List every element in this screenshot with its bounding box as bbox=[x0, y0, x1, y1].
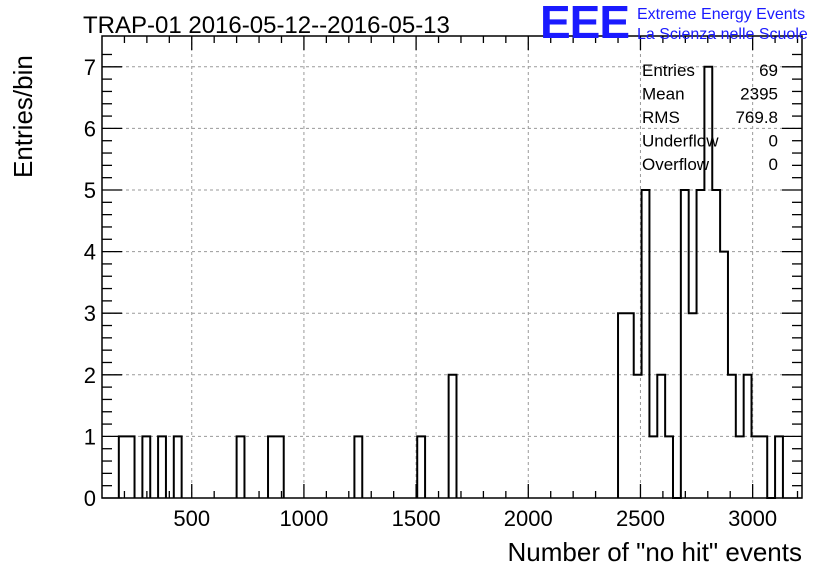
stats-label: RMS bbox=[642, 108, 680, 127]
x-tick-label: 2000 bbox=[504, 506, 553, 531]
histogram-bin bbox=[712, 190, 720, 498]
histogram-bin bbox=[237, 436, 245, 498]
histogram-bin bbox=[689, 313, 697, 498]
histogram-bin bbox=[728, 375, 736, 498]
y-tick-label: 4 bbox=[84, 240, 96, 265]
histogram-bin bbox=[759, 436, 767, 498]
stats-value: 0 bbox=[769, 155, 778, 174]
y-tick-label: 5 bbox=[84, 178, 96, 203]
y-tick-label: 0 bbox=[84, 486, 96, 511]
stats-label: Entries bbox=[642, 61, 695, 80]
histogram-outline bbox=[117, 65, 784, 499]
stats-value: 69 bbox=[759, 61, 778, 80]
histogram-bin bbox=[720, 252, 728, 498]
stats-value: 2395 bbox=[740, 85, 778, 104]
stats-box: Entries 69 Mean 2395 RMS 769.8 Underflow 0 Overf… bbox=[642, 61, 778, 174]
stats-label: Overflow bbox=[642, 155, 710, 174]
histogram-bin bbox=[158, 436, 166, 498]
y-tick-label: 1 bbox=[84, 424, 96, 449]
x-tick-label: 1500 bbox=[392, 506, 441, 531]
y-tick-label: 7 bbox=[84, 55, 96, 80]
histogram-bin bbox=[174, 436, 182, 498]
histogram-bin bbox=[665, 436, 673, 498]
histogram-bin bbox=[268, 436, 276, 498]
histogram-bin bbox=[276, 436, 284, 498]
stats-label: Mean bbox=[642, 85, 685, 104]
histogram-bin bbox=[634, 375, 642, 498]
x-tick-label: 500 bbox=[173, 506, 210, 531]
histogram-bin bbox=[775, 436, 783, 498]
histogram-bin bbox=[744, 375, 752, 498]
y-tick-label: 2 bbox=[84, 363, 96, 388]
x-tick-label: 1000 bbox=[279, 506, 328, 531]
histogram-bin bbox=[642, 190, 650, 498]
y-tick-label: 3 bbox=[84, 301, 96, 326]
histogram-bin bbox=[697, 190, 705, 498]
x-tick-label: 3000 bbox=[728, 506, 777, 531]
plot-frame bbox=[101, 35, 803, 499]
histogram-bin bbox=[354, 436, 362, 498]
eee-logo: EEE Extreme Energy Events La Scienza nel… bbox=[540, 0, 808, 48]
logo-mark: EEE bbox=[540, 0, 629, 48]
histogram-bin bbox=[681, 190, 689, 498]
histogram-bin bbox=[449, 375, 457, 498]
x-axis-title: Number of "no hit" events bbox=[508, 537, 803, 567]
histogram-bin bbox=[618, 313, 626, 498]
histogram-bars bbox=[117, 65, 784, 499]
y-axis-title: Entries/bin bbox=[8, 55, 38, 178]
histogram-bin bbox=[127, 436, 135, 498]
y-axis-ticks: 0 1 2 3 4 5 6 7 bbox=[84, 53, 802, 511]
y-tick-label: 6 bbox=[84, 116, 96, 141]
axes bbox=[101, 35, 803, 499]
logo-line-1: Extreme Energy Events bbox=[637, 6, 805, 23]
stats-label: Underflow bbox=[642, 132, 719, 151]
histogram-bin bbox=[657, 375, 665, 498]
x-tick-label: 2500 bbox=[616, 506, 665, 531]
histogram-bin bbox=[649, 436, 657, 498]
histogram-bin bbox=[142, 436, 150, 498]
x-axis-ticks: 500 1000 1500 2000 2500 3000 bbox=[123, 36, 799, 531]
histogram-bin bbox=[417, 436, 425, 498]
histogram-bin bbox=[626, 313, 634, 498]
histogram-bin bbox=[736, 436, 744, 498]
stats-value: 769.8 bbox=[735, 108, 778, 127]
logo-line-2: La Scienza nelle Scuole bbox=[637, 26, 808, 43]
chart-title: TRAP-01 2016-05-12--2016-05-13 bbox=[83, 12, 450, 39]
stats-value: 0 bbox=[769, 132, 778, 151]
histogram-bin bbox=[119, 436, 127, 498]
